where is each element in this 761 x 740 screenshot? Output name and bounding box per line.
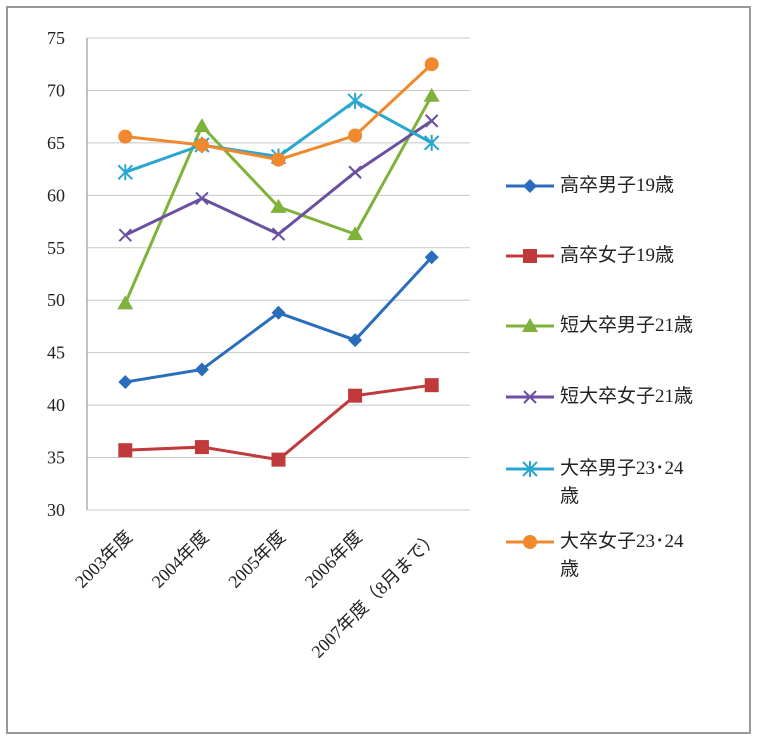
marker [193, 118, 210, 133]
legend-swatch [506, 249, 554, 263]
marker [347, 226, 364, 241]
legend-label: 短大卒女子21歳 [560, 386, 694, 407]
y-tick-label: 40 [47, 395, 65, 415]
y-tick-label: 50 [47, 290, 65, 310]
marker [523, 535, 537, 549]
marker [423, 87, 440, 102]
marker [118, 443, 133, 458]
marker [523, 390, 537, 404]
series [118, 250, 439, 390]
y-tick-label: 65 [47, 133, 65, 153]
frame [6, 6, 751, 734]
marker [423, 134, 440, 151]
marker [194, 362, 209, 377]
x-tick-label: 2003年度 [71, 527, 136, 592]
legend-swatch [506, 535, 554, 549]
marker [348, 128, 363, 143]
series [118, 57, 439, 167]
marker [522, 461, 538, 477]
legend-swatch [506, 318, 554, 332]
marker [271, 305, 286, 320]
marker [118, 129, 133, 144]
series-line [125, 63, 433, 162]
series [118, 114, 439, 242]
legend-item: 短大卒女子21歳 [500, 383, 700, 411]
series [117, 87, 440, 310]
marker [424, 378, 439, 393]
marker [117, 295, 134, 310]
marker [118, 228, 133, 242]
legend-swatch [506, 390, 554, 404]
legend-label: 高卒女子19歳 [560, 245, 675, 266]
y-tick-label: 45 [47, 343, 65, 363]
marker [271, 152, 286, 167]
marker [271, 227, 286, 241]
legend-item: 高卒女子19歳 [500, 242, 700, 270]
marker [118, 375, 133, 390]
marker [522, 318, 538, 332]
y-tick-label: 30 [47, 500, 65, 520]
legend-label: 短大卒男子21歳 [560, 315, 694, 336]
marker [424, 250, 439, 265]
y-tick-label: 55 [47, 238, 65, 258]
legend-label: 高卒男子19歳 [560, 175, 675, 196]
legend-item: 高卒男子19歳 [500, 172, 700, 200]
x-tick-label: 2004年度 [148, 527, 213, 592]
x-tick-label: 2007年度（8月まで） [307, 527, 442, 662]
marker [270, 198, 287, 213]
x-tick-label: 2006年度 [301, 527, 366, 592]
marker [424, 57, 439, 72]
marker [271, 452, 286, 467]
legend-swatch [506, 461, 554, 477]
marker [195, 191, 209, 206]
x-tick-label: 2005年度 [224, 527, 289, 592]
marker [348, 333, 363, 348]
legend-swatch [506, 179, 554, 193]
y-tick-label: 75 [47, 28, 65, 48]
y-tick-label: 35 [47, 448, 65, 468]
series [118, 378, 439, 467]
marker [347, 92, 363, 109]
marker [523, 179, 537, 193]
legend-label: 大卒男子23･24歳 [560, 458, 684, 507]
legend-item: 短大卒男子21歳 [500, 312, 700, 340]
legend-label: 大卒女子23･24歳 [560, 531, 684, 580]
y-tick-label: 70 [47, 80, 65, 100]
legend-item: 大卒男子23･24歳 [500, 455, 700, 511]
y-tick-label: 60 [47, 185, 65, 205]
marker [424, 114, 439, 128]
marker [117, 164, 134, 181]
series-line [125, 383, 432, 462]
marker [348, 165, 362, 179]
marker [523, 249, 537, 263]
marker [194, 137, 209, 152]
legend-item: 大卒女子23･24歳 [500, 528, 700, 584]
marker [348, 388, 363, 403]
marker [194, 440, 209, 455]
